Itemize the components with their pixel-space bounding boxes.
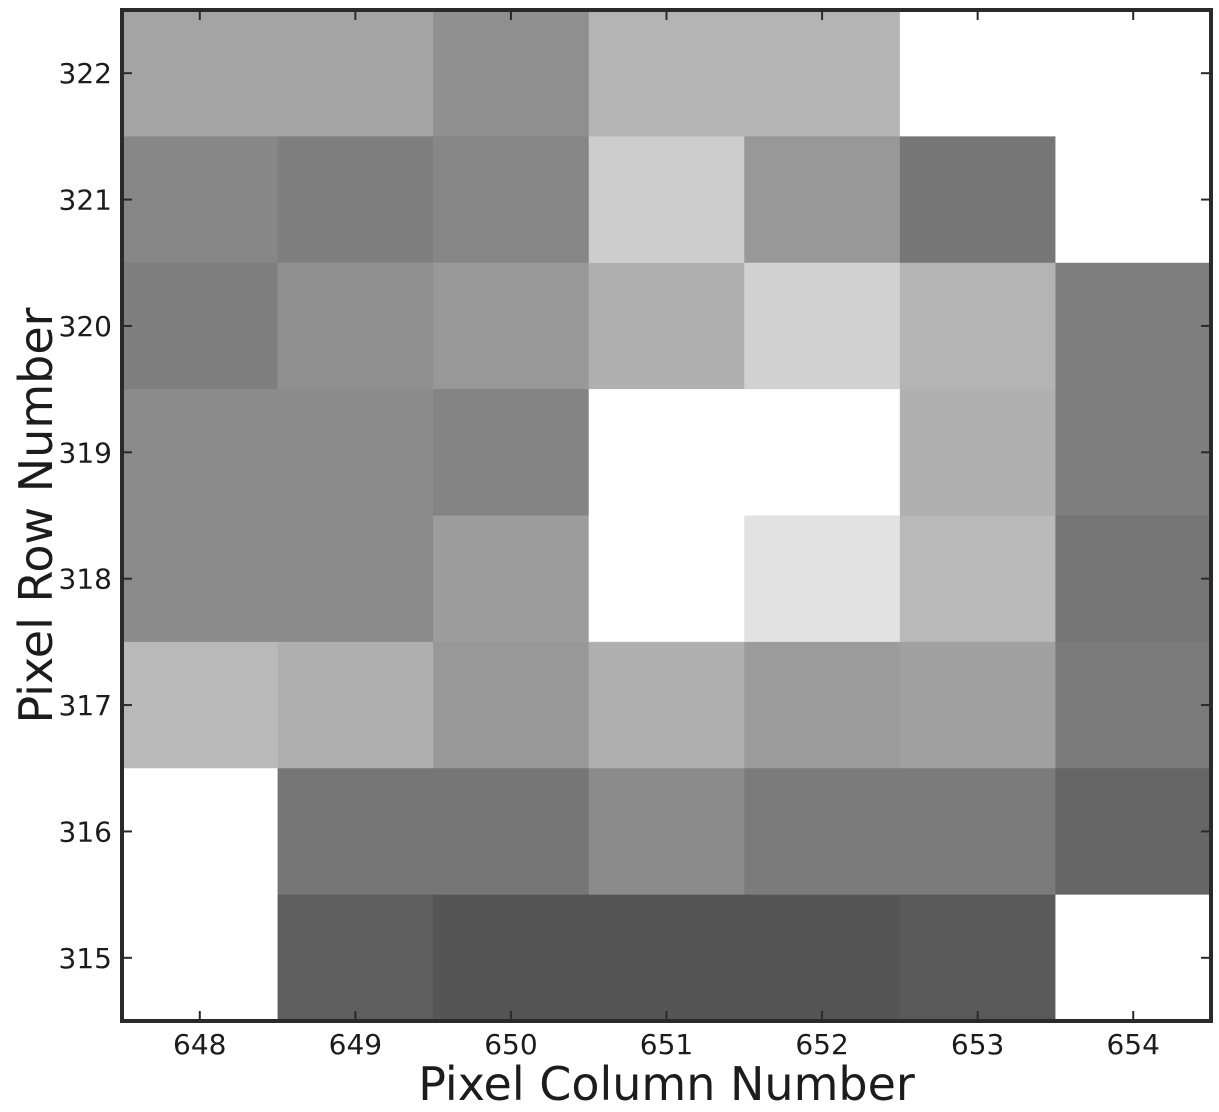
heatmap-cells	[122, 10, 1212, 1022]
heatmap-cell-r318-c650	[433, 515, 590, 643]
x-tick-label-651: 651	[640, 1028, 693, 1061]
heatmap-cell-r315-c652	[744, 894, 901, 1022]
heatmap-cell-r319-c650	[433, 389, 590, 517]
heatmap-cell-r315-c650	[433, 894, 590, 1022]
heatmap-cell-r322-c648	[122, 10, 279, 137]
heatmap-cell-r322-c652	[744, 10, 901, 137]
x-tick-label-652: 652	[795, 1028, 848, 1061]
heatmap-cell-r320-c650	[433, 262, 590, 390]
heatmap-cell-r322-c650	[433, 10, 590, 137]
axis-ticks	[122, 10, 1211, 1021]
y-tick-labels: 322 321 320 319 318 317 316 315	[59, 57, 112, 975]
heatmap-cell-r318-c648	[122, 515, 279, 643]
heatmap-cell-r317-c651	[588, 641, 745, 769]
x-tick-labels: 648 649 650 651 652 653 654	[173, 1028, 1160, 1061]
heatmap-cell-r315-c651	[588, 894, 745, 1022]
heatmap-cell-r319-c652	[744, 389, 901, 517]
x-axis-label: Pixel Column Number	[418, 1057, 915, 1111]
y-tick-label-319: 319	[59, 436, 112, 469]
heatmap-cell-r321-c653	[899, 136, 1057, 264]
y-axis-label: Pixel Row Number	[9, 307, 63, 723]
x-tick-label-649: 649	[329, 1028, 382, 1061]
heatmap-cell-r321-c654	[1055, 136, 1212, 264]
heatmap-cell-r316-c653	[899, 768, 1057, 896]
x-tick-label-654: 654	[1106, 1028, 1159, 1061]
y-tick-label-316: 316	[59, 815, 112, 848]
heatmap-cell-r318-c654	[1055, 515, 1212, 643]
heatmap-cell-r319-c649	[277, 389, 434, 517]
heatmap-cell-r320-c654	[1055, 262, 1212, 390]
heatmap-cell-r316-c654	[1055, 768, 1212, 896]
x-tick-label-653: 653	[951, 1028, 1004, 1061]
heatmap-cell-r322-c649	[277, 10, 434, 137]
y-tick-label-320: 320	[59, 310, 112, 343]
heatmap-cell-r319-c648	[122, 389, 279, 517]
y-tick-label-317: 317	[59, 689, 112, 722]
x-tick-label-650: 650	[484, 1028, 537, 1061]
heatmap-cell-r317-c649	[277, 641, 434, 769]
heatmap-cell-r315-c648	[122, 894, 279, 1022]
heatmap-cell-r321-c652	[744, 136, 901, 264]
heatmap-cell-r319-c654	[1055, 389, 1212, 517]
heatmap-cell-r320-c653	[899, 262, 1057, 390]
heatmap-cell-r315-c649	[277, 894, 434, 1022]
heatmap-cell-r317-c652	[744, 641, 901, 769]
heatmap-cell-r318-c653	[899, 515, 1057, 643]
heatmap-cell-r320-c648	[122, 262, 279, 390]
heatmap-cell-r316-c652	[744, 768, 901, 896]
heatmap-cell-r317-c650	[433, 641, 590, 769]
heatmap-cell-r317-c654	[1055, 641, 1212, 769]
y-tick-label-321: 321	[59, 184, 112, 217]
heatmap-cell-r318-c649	[277, 515, 434, 643]
heatmap-cell-r321-c649	[277, 136, 434, 264]
heatmap-cell-r321-c648	[122, 136, 279, 264]
heatmap-cell-r318-c652	[744, 515, 901, 643]
heatmap-cell-r315-c654	[1055, 894, 1212, 1022]
heatmap-cell-r318-c651	[588, 515, 745, 643]
y-tick-label-322: 322	[59, 57, 112, 90]
heatmap-cell-r316-c651	[588, 768, 745, 896]
y-tick-label-318: 318	[59, 563, 112, 596]
heatmap-cell-r321-c651	[588, 136, 745, 264]
heatmap-cell-r316-c649	[277, 768, 434, 896]
heatmap-cell-r319-c651	[588, 389, 745, 517]
heatmap-cell-r320-c651	[588, 262, 745, 390]
heatmap-cell-r319-c653	[899, 389, 1057, 517]
heatmap-cell-r317-c653	[899, 641, 1057, 769]
heatmap-cell-r317-c648	[122, 641, 279, 769]
heatmap-cell-r321-c650	[433, 136, 590, 264]
heatmap-cell-r322-c654	[1055, 10, 1212, 137]
y-tick-label-315: 315	[59, 942, 112, 975]
heatmap-cell-r316-c648	[122, 768, 279, 896]
heatmap-cell-r315-c653	[899, 894, 1057, 1022]
heatmap-cell-r316-c650	[433, 768, 590, 896]
heatmap-cell-r320-c649	[277, 262, 434, 390]
heatmap-cell-r320-c652	[744, 262, 901, 390]
heatmap-cell-r322-c653	[899, 10, 1057, 137]
heatmap-cell-r322-c651	[588, 10, 745, 137]
x-tick-label-648: 648	[173, 1028, 226, 1061]
